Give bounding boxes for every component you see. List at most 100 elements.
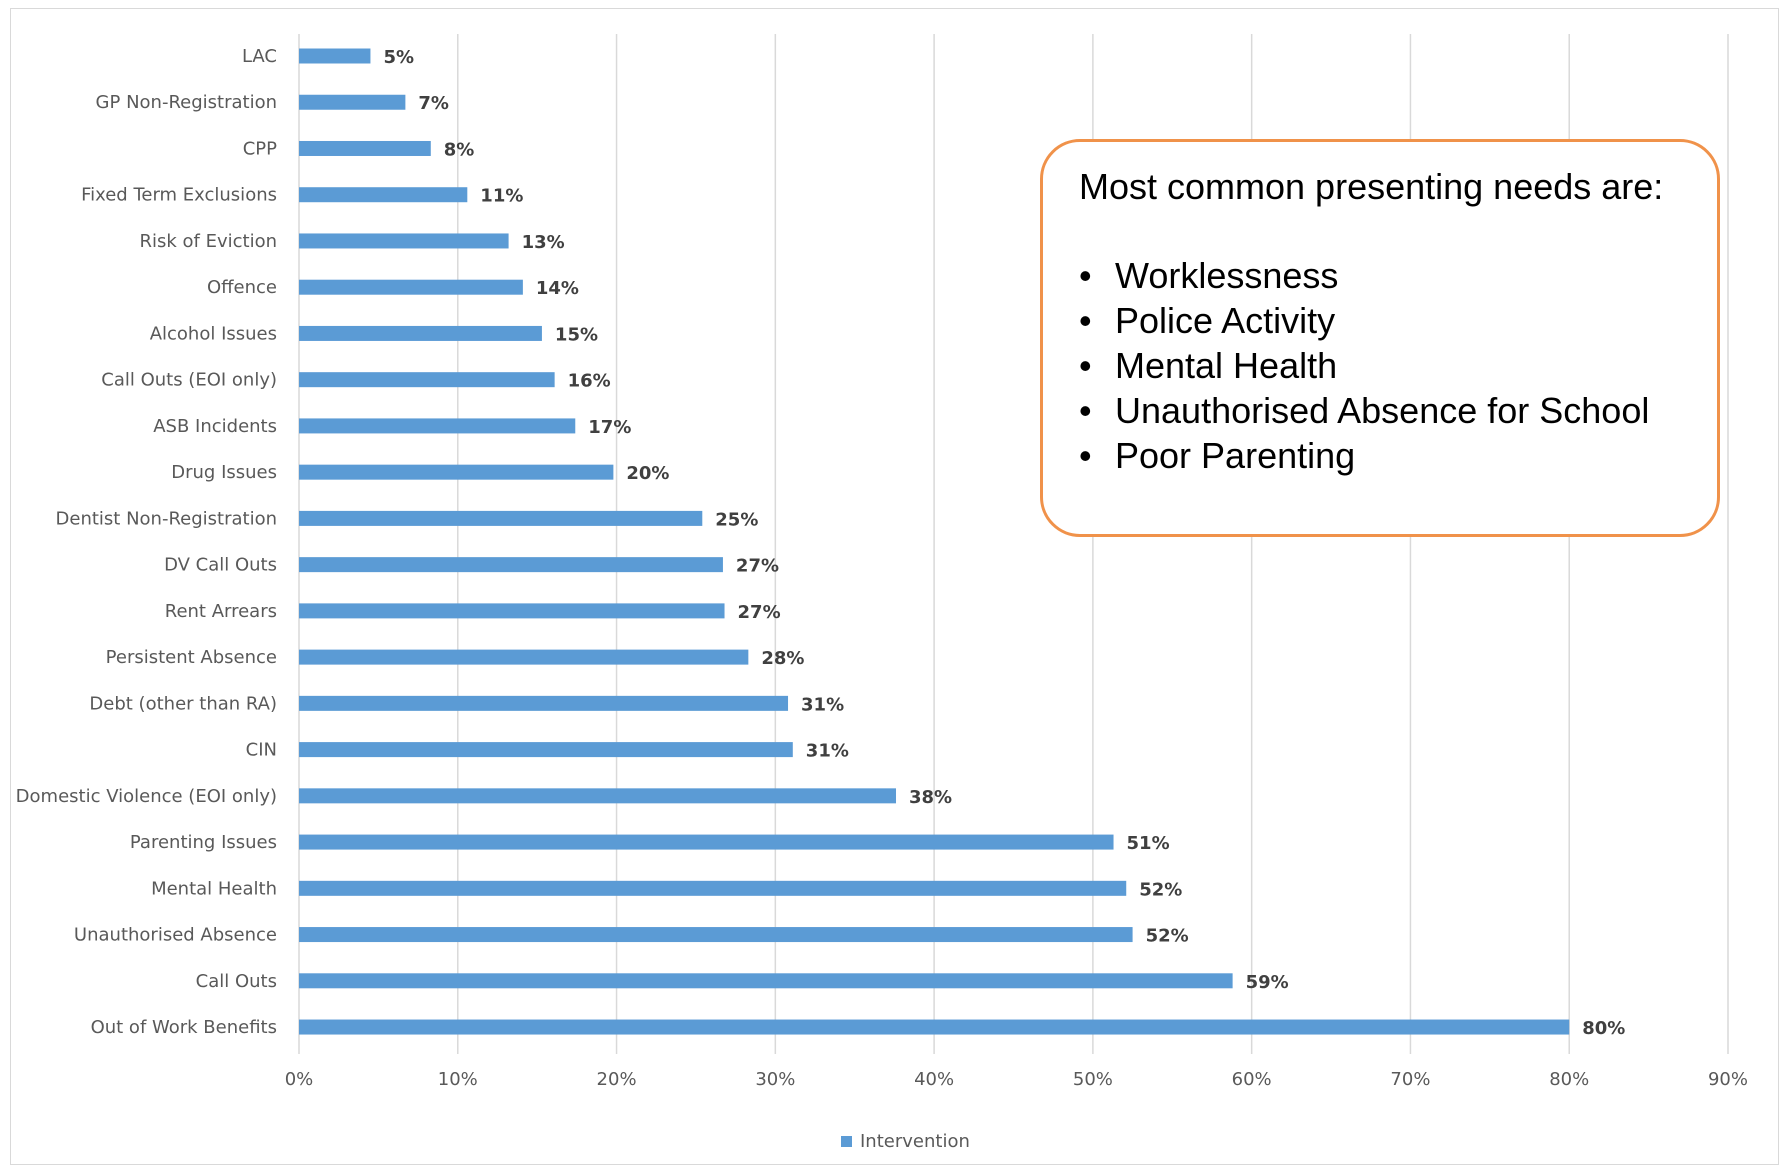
bar: [299, 279, 523, 295]
bar: [299, 927, 1133, 943]
data-labels: 5% 7% 8% 11% 13% 14% 15% 16% 17% 20% 25% 27% 27% 28% 3…: [383, 47, 1625, 1039]
x-tick-label: 40%: [914, 1069, 954, 1090]
x-tick-label: 80%: [1549, 1069, 1589, 1090]
category-label: Unauthorised Absence: [74, 925, 277, 946]
bar: [299, 94, 406, 110]
bar: [299, 325, 542, 341]
category-label: Debt (other than RA): [89, 693, 277, 714]
bar: [299, 880, 1127, 896]
x-tick-label: 50%: [1073, 1069, 1113, 1090]
bullet-icon: •: [1079, 345, 1092, 386]
data-label: 17%: [588, 417, 631, 438]
category-label: Dentist Non-Registration: [56, 508, 277, 529]
data-label: 11%: [480, 186, 523, 207]
bullet-icon: •: [1079, 390, 1092, 431]
bullet-icon: •: [1079, 435, 1092, 476]
category-label: Call Outs (EOI only): [101, 370, 277, 391]
category-label: Offence: [207, 277, 277, 298]
data-label: 8%: [444, 139, 475, 160]
category-label: Parenting Issues: [130, 832, 277, 853]
data-label: 51%: [1127, 833, 1170, 854]
bar: [299, 557, 723, 573]
category-label: Out of Work Benefits: [91, 1017, 277, 1038]
data-label: 27%: [738, 602, 781, 623]
legend: Intervention: [841, 1131, 970, 1152]
callout-list-item: • Unauthorised Absence for School: [1079, 388, 1687, 433]
data-label: 13%: [522, 232, 565, 253]
category-label: Risk of Eviction: [139, 231, 277, 252]
category-label: Rent Arrears: [165, 601, 277, 622]
bullet-icon: •: [1079, 255, 1092, 296]
data-label: 52%: [1139, 879, 1182, 900]
x-tick-label: 60%: [1232, 1069, 1272, 1090]
callout-list-item: • Poor Parenting: [1079, 433, 1687, 478]
callout-list-item: • Worklessness: [1079, 253, 1687, 298]
category-label: Mental Health: [151, 878, 277, 899]
legend-swatch: [841, 1136, 852, 1147]
x-axis-tick-labels: 0% 10% 20% 30% 40% 50% 60% 70% 80% 90%: [285, 1069, 1748, 1090]
category-label: ASB Incidents: [153, 416, 277, 437]
data-label: 31%: [806, 741, 849, 762]
data-label: 7%: [418, 93, 449, 114]
data-label: 15%: [555, 324, 598, 345]
category-labels: LAC GP Non-Registration CPP Fixed Term Excl…: [16, 46, 277, 1038]
bar: [299, 372, 555, 388]
bar: [299, 510, 703, 526]
bar: [299, 695, 789, 711]
callout-item-text: Police Activity: [1115, 300, 1336, 341]
bars: [299, 48, 1570, 1035]
x-tick-label: 90%: [1708, 1069, 1748, 1090]
callout-item-text: Unauthorised Absence for School: [1115, 390, 1650, 431]
bar: [299, 834, 1114, 850]
bar: [299, 187, 468, 203]
category-label: CIN: [246, 740, 277, 761]
category-label: Call Outs: [196, 971, 277, 992]
data-label: 28%: [761, 648, 804, 669]
bar: [299, 1019, 1570, 1035]
data-label: 52%: [1146, 926, 1189, 947]
category-label: DV Call Outs: [164, 555, 277, 576]
bar: [299, 233, 509, 249]
category-label: Drug Issues: [171, 462, 277, 483]
category-label: Persistent Absence: [106, 647, 277, 668]
callout-list-item: • Mental Health: [1079, 343, 1687, 388]
data-label: 38%: [909, 787, 952, 808]
bar: [299, 788, 897, 804]
data-label: 20%: [626, 463, 669, 484]
bar: [299, 140, 431, 156]
x-tick-label: 70%: [1390, 1069, 1430, 1090]
x-tick-label: 20%: [597, 1069, 637, 1090]
bar: [299, 973, 1233, 989]
data-label: 80%: [1582, 1018, 1625, 1039]
bar: [299, 48, 371, 64]
bar: [299, 649, 749, 665]
category-label: Fixed Term Exclusions: [81, 185, 277, 206]
callout-list: • Worklessness • Police Activity • Mental Hea…: [1079, 253, 1687, 478]
x-tick-label: 0%: [285, 1069, 314, 1090]
x-tick-label: 10%: [438, 1069, 478, 1090]
x-tick-label: 30%: [755, 1069, 795, 1090]
legend-label: Intervention: [860, 1131, 970, 1152]
category-label: Alcohol Issues: [150, 323, 277, 344]
data-label: 16%: [568, 371, 611, 392]
data-label: 31%: [801, 694, 844, 715]
callout-list-item: • Police Activity: [1079, 298, 1687, 343]
category-label: Domestic Violence (EOI only): [16, 786, 277, 807]
category-label: GP Non-Registration: [96, 92, 277, 113]
chart-frame: LAC GP Non-Registration CPP Fixed Term Excl…: [10, 8, 1779, 1165]
bar: [299, 603, 725, 619]
data-label: 59%: [1246, 972, 1289, 993]
data-label: 5%: [383, 47, 414, 68]
callout-item-text: Mental Health: [1115, 345, 1338, 386]
category-label: LAC: [242, 46, 277, 67]
category-label: CPP: [243, 138, 277, 159]
callout-item-text: Worklessness: [1115, 255, 1339, 296]
data-label: 14%: [536, 278, 579, 299]
callout-box: Most common presenting needs are: • Workl…: [1040, 139, 1720, 537]
bar: [299, 418, 576, 434]
bar-chart: LAC GP Non-Registration CPP Fixed Term Excl…: [16, 34, 1748, 1152]
bar: [299, 742, 793, 758]
bar: [299, 464, 614, 480]
callout-item-text: Poor Parenting: [1115, 435, 1356, 476]
bullet-icon: •: [1079, 300, 1092, 341]
